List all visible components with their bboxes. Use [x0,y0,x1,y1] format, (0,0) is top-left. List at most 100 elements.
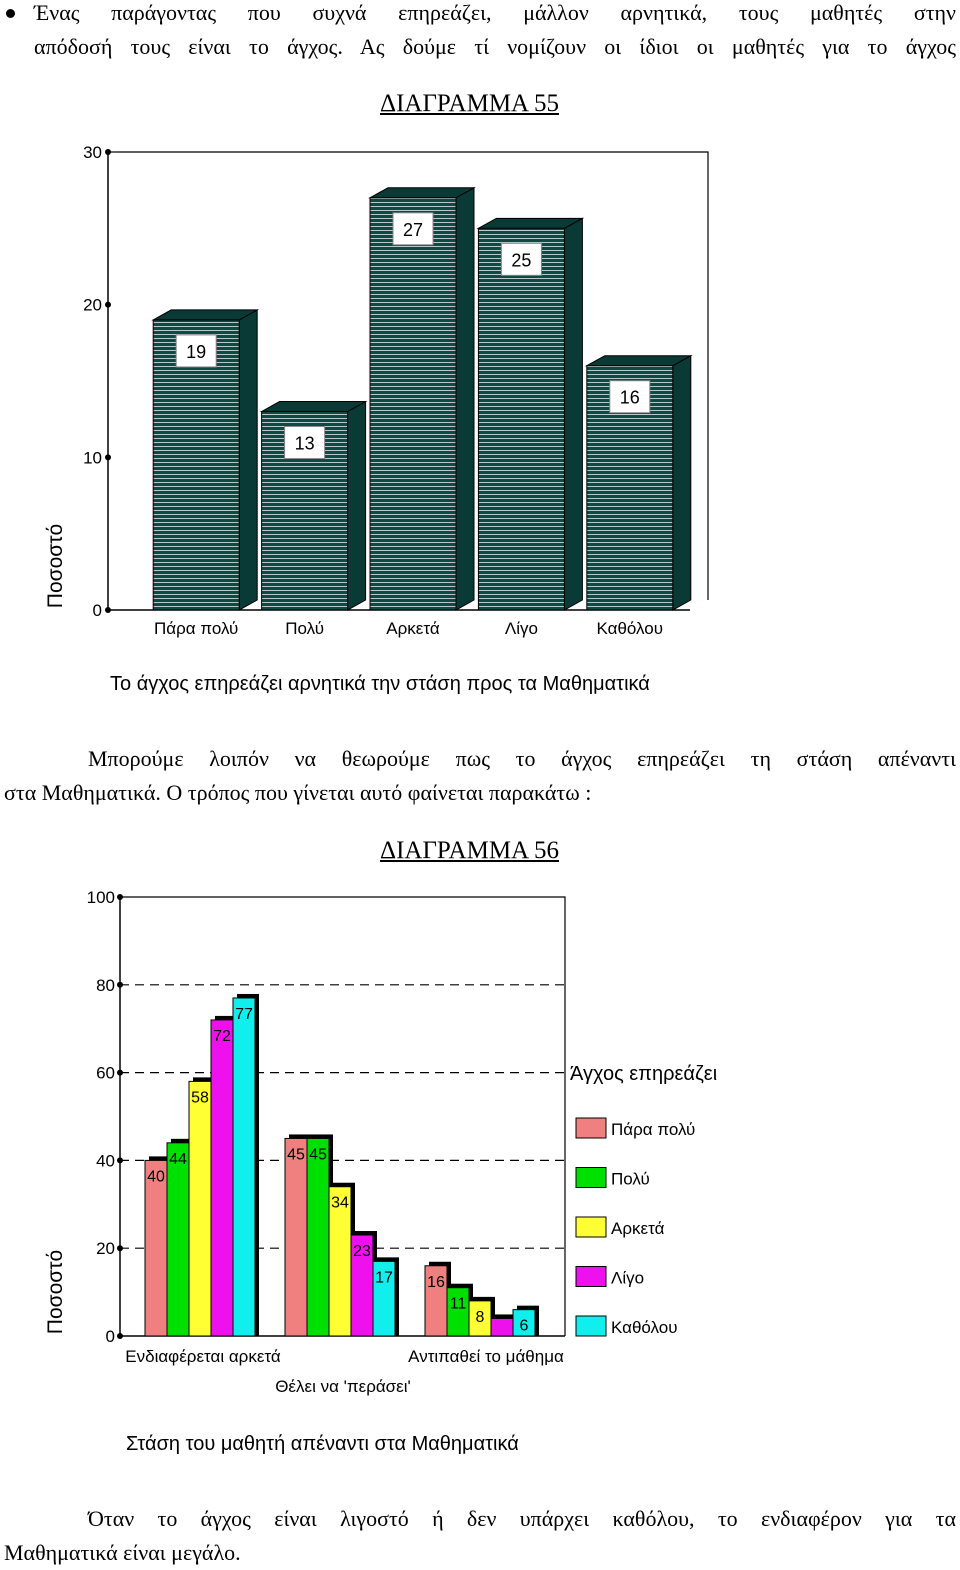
chart-56-value-label: 23 [353,1243,371,1260]
chart-55-xlabel: Το άγχος επηρεάζει αρνητικά την στάση πρ… [110,673,650,695]
chart-56-bar [490,1317,514,1337]
chart-56-frame [120,896,566,1336]
chart-55: 0 10 20 30 Ποσοστό 19 Πάρα πολύ 13 Πολύ 27 Αρκετά 2… [44,143,709,695]
closing-paragraph: Όταν το άγχος είναι λιγοστό ή δεν υπάρχε… [88,1502,956,1536]
chart-55-y-tick [105,607,111,613]
chart-56-bar [166,1142,190,1337]
chart-56-y-tick [117,1157,123,1164]
chart-55-bar-front [152,319,240,611]
middle-line-1: Μπορούμε λοιπόν να θεωρούμε πως το άγχος… [88,746,956,771]
middle-line-2: στα Μαθηματικά. Ο τρόπος που γίνεται αυτ… [4,780,592,805]
chart-56-value-label: 17 [375,1269,393,1286]
chart-55-y-tick-label: 10 [83,448,102,467]
chart-55-value-label-box [392,212,434,246]
closing-line-2: Μαθηματικά είναι μεγάλο. [4,1540,241,1565]
chart-56-bar [284,1137,308,1337]
chart-56-y-tick-label: 0 [106,1327,115,1346]
chart-56-value-label: 58 [191,1089,209,1106]
bullet-point [6,9,15,18]
chart-56-bar [232,997,256,1337]
chart-56-y-tick-label: 20 [96,1239,115,1258]
middle-paragraph: Μπορούμε λοιπόν να θεωρούμε πως το άγχος… [88,742,956,776]
chart-56-value-label: 16 [427,1274,445,1291]
chart-56-value-label: 45 [309,1146,327,1163]
chart-56-bar [210,1019,234,1337]
chart-56-value-label: 11 [450,1296,467,1313]
chart-55-y-tick-label: 30 [83,143,102,162]
chart-56-ylabel: Ποσοστό [44,1250,67,1334]
chart-55-value-label-box [500,242,542,276]
chart-56-xlabel: Στάση του μαθητή απέναντι στα Μαθηματικά [126,1433,519,1455]
chart-56-category-label: Θέλει να 'περάσει' [275,1377,411,1396]
chart-56-value-label: 77 [235,1006,253,1023]
chart-56-value-label: 8 [476,1309,485,1326]
chart-56-legend-label: Πολύ [611,1170,650,1189]
chart-56-category-label: Ενδιαφέρεται αρκετά [125,1347,281,1366]
chart-56-y-tick [117,1245,123,1252]
chart-55-value-label: 13 [295,434,315,454]
chart-56-bar [512,1309,536,1337]
chart-56-bar [144,1159,168,1337]
chart-56-category-label: Αντιπαθεί το μάθημα [408,1347,564,1366]
chart-56-legend-label: Αρκετά [611,1219,665,1238]
chart-56-y-tick [117,1069,123,1076]
middle-paragraph-cont: στα Μαθηματικά. Ο τρόπος που γίνεται αυτ… [4,776,956,810]
chart-55-title: ΔΙΑΓΡΑΜΜΑ 55 [380,90,559,117]
closing-line-1: Όταν το άγχος είναι λιγοστό ή δεν υπάρχε… [88,1506,956,1531]
chart-56-bar [372,1260,396,1337]
chart-55-bar-front [369,197,457,611]
chart-56-value-label: 44 [169,1151,187,1168]
chart-55-bar: 25 [476,217,585,611]
chart-56-value-label: 34 [331,1195,349,1212]
chart-55-category-label: Καθόλου [597,619,664,638]
chart-56-title: ΔΙΑΓΡΑΜΜΑ 56 [380,837,559,864]
chart-55-category-label: Λίγο [505,619,538,638]
chart-56-legend-label: Λίγο [611,1269,644,1288]
chart-56-value-label: 40 [147,1168,165,1185]
chart-55-y-tick-label: 0 [93,601,102,620]
chart-55-category-label: Αρκετά [386,619,440,638]
chart-56-bar [306,1137,330,1337]
chart-56-legend-swatch [575,1216,607,1238]
chart-56-y-tick [117,894,123,900]
chart-55-ylabel: Ποσοστό [44,524,67,608]
chart-55-value-label-box [175,334,217,368]
chart-56: 0 20 40 60 80 100 Ποσοστό 40 45 16 44 45 11 58 34 8 72 23… [44,888,717,1455]
chart-55-y-tick-label: 20 [83,296,102,315]
chart-55-frame [118,151,709,600]
chart-56-value-label: 45 [287,1146,305,1163]
chart-56-legend-title: Άγχος επηρεάζει [570,1063,717,1085]
closing-paragraph-cont: Μαθηματικά είναι μεγάλο. [4,1536,956,1570]
chart-55-y-tick [105,149,111,155]
chart-55-value-label-box [609,380,651,414]
chart-56-legend-swatch [575,1315,607,1337]
chart-55-value-label: 19 [186,342,206,362]
intro-line-2: απόδοσή τους είναι το άγχος. Ας δούμε τί… [34,34,956,59]
chart-55-category-label: Πάρα πολύ [154,619,238,638]
chart-56-y-tick-label: 80 [96,976,115,995]
chart-55-category-label: Πολύ [285,619,324,638]
chart-55-value-label: 25 [511,250,531,270]
chart-56-y-tick [117,981,123,988]
chart-56-y-tick-label: 100 [87,888,115,907]
chart-55-y-tick [105,454,111,461]
chart-56-legend-swatch [575,1117,607,1139]
intro-line-1: Ένας παράγοντας που συχνά επηρεάζει, μάλ… [34,0,956,25]
chart-56-y-tick [117,1333,123,1339]
chart-55-value-label: 27 [403,220,423,240]
chart-55-value-label-box [284,426,326,460]
chart-55-value-label: 16 [620,388,640,408]
chart-56-legend-label: Καθόλου [611,1318,678,1337]
chart-55-bar: 13 [259,400,368,611]
chart-56-value-label: 6 [520,1318,529,1335]
chart-56-legend-label: Πάρα πολύ [611,1120,695,1139]
chart-55-bar: 19 [151,309,260,611]
chart-56-y-tick-label: 60 [96,1064,115,1083]
chart-55-y-tick [105,301,111,308]
intro-paragraph: Ένας παράγοντας που συχνά επηρεάζει, μάλ… [34,0,956,64]
chart-56-bar [188,1080,212,1337]
chart-56-value-label: 72 [213,1028,231,1045]
chart-56-y-tick-label: 40 [96,1151,115,1170]
chart-55-bar: 16 [584,354,693,611]
chart-56-legend-swatch [575,1266,607,1287]
